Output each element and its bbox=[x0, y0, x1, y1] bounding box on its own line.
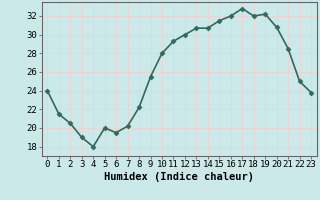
X-axis label: Humidex (Indice chaleur): Humidex (Indice chaleur) bbox=[104, 172, 254, 182]
